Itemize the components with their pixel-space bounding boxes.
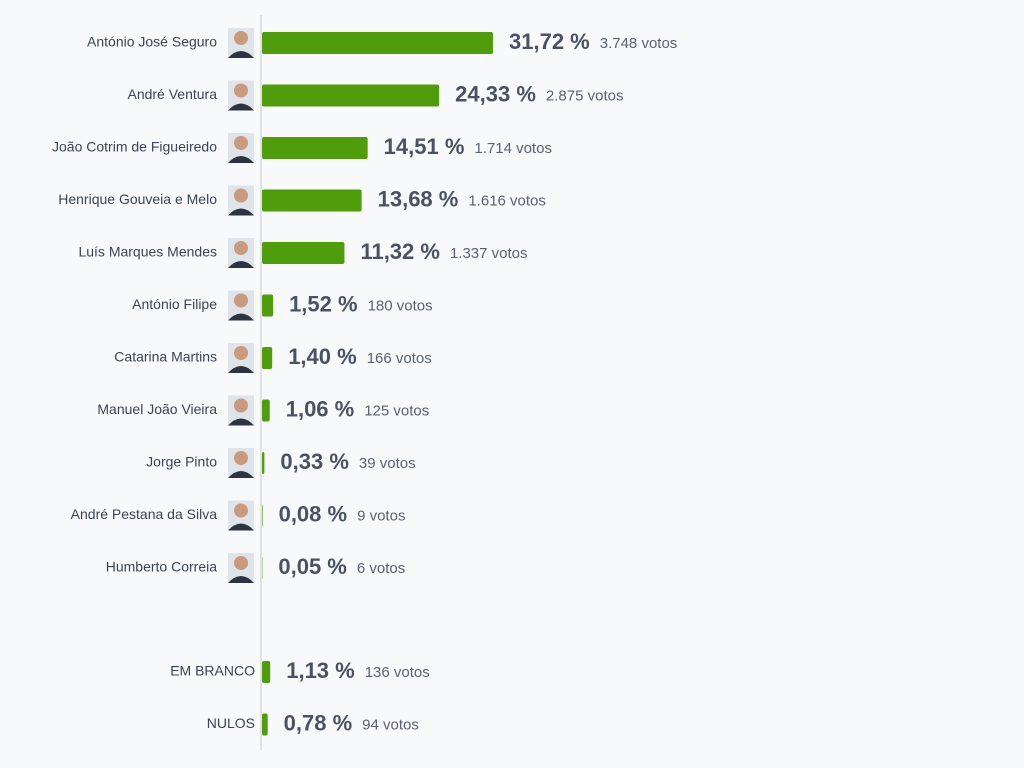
photo-body <box>228 523 254 531</box>
candidate-name: Henrique Gouveia e Melo <box>58 191 217 207</box>
candidate-name: Catarina Martins <box>114 349 217 365</box>
percent-label: 11,32 % <box>360 239 440 264</box>
votes-label: 166 votos <box>367 350 432 367</box>
votes-label: 125 votos <box>364 402 429 419</box>
bar <box>262 399 270 422</box>
candidate-photo <box>228 290 254 321</box>
votes-label: 9 votos <box>357 507 405 524</box>
candidate-name: Jorge Pinto <box>146 454 217 470</box>
photo-body <box>228 261 254 268</box>
photo-head <box>234 556 248 570</box>
candidate-photo <box>228 343 254 373</box>
photo-body <box>228 156 254 163</box>
candidate-photo <box>228 133 254 163</box>
candidate-name: NULOS <box>207 715 255 731</box>
votes-label: 2.875 votos <box>546 87 624 104</box>
percent-label: 0,08 % <box>279 501 348 526</box>
candidate-photo <box>228 500 254 531</box>
photo-body <box>228 208 254 216</box>
bar <box>262 84 440 107</box>
votes-label: 6 votos <box>357 560 405 577</box>
percent-label: 14,51 % <box>384 134 465 159</box>
candidate-name: André Ventura <box>127 86 217 102</box>
candidate-photo <box>228 80 254 111</box>
candidate-photo <box>228 28 254 58</box>
bar <box>262 713 268 736</box>
photo-head <box>234 398 248 413</box>
photo-head <box>234 451 248 465</box>
candidate-name: João Cotrim de Figueiredo <box>52 139 217 155</box>
photo-head <box>234 188 248 203</box>
votes-label: 1.616 votos <box>468 192 546 209</box>
photo-head <box>234 346 248 360</box>
bar <box>262 347 273 369</box>
candidate-name: Humberto Correia <box>106 559 217 575</box>
votes-label: 94 votos <box>362 716 419 733</box>
percent-label: 0,05 % <box>278 554 347 579</box>
photo-head <box>234 83 248 98</box>
photo-body <box>228 313 254 321</box>
bar <box>262 32 493 54</box>
bar <box>262 661 271 683</box>
photo-head <box>234 31 248 45</box>
bar <box>262 242 345 264</box>
photo-body <box>228 51 254 58</box>
percent-label: 31,72 % <box>509 29 590 54</box>
percent-label: 13,68 % <box>378 186 459 211</box>
photo-body <box>228 576 254 583</box>
photo-head <box>234 241 248 255</box>
photo-body <box>228 418 254 426</box>
photo-body <box>228 471 254 478</box>
percent-label: 1,06 % <box>286 396 355 421</box>
photo-body <box>228 366 254 373</box>
candidate-name: EM BRANCO <box>170 663 255 679</box>
votes-label: 1.714 votos <box>474 140 552 157</box>
photo-head <box>234 293 248 308</box>
bar <box>262 294 274 317</box>
votes-label: 39 votos <box>359 455 416 472</box>
candidate-photo <box>228 395 254 426</box>
percent-label: 1,40 % <box>288 344 357 369</box>
votes-label: 136 votos <box>365 664 430 681</box>
candidate-name: Manuel João Vieira <box>97 401 217 417</box>
bar <box>262 504 263 527</box>
bar <box>262 452 265 474</box>
votes-label: 1.337 votos <box>450 245 528 262</box>
candidate-photo <box>228 553 254 583</box>
candidate-name: Luís Marques Mendes <box>78 244 217 260</box>
percent-label: 0,33 % <box>280 449 349 474</box>
candidate-photo <box>228 185 254 216</box>
votes-label: 3.748 votos <box>600 35 678 52</box>
photo-head <box>234 136 248 150</box>
candidate-name: André Pestana da Silva <box>71 506 218 522</box>
candidate-name: António Filipe <box>132 296 217 312</box>
candidate-name: António José Seguro <box>87 34 217 50</box>
photo-head <box>234 503 248 518</box>
bar <box>262 189 362 212</box>
percent-label: 1,52 % <box>289 291 358 316</box>
percent-label: 24,33 % <box>455 81 536 106</box>
votes-label: 180 votos <box>368 297 433 314</box>
candidate-photo <box>228 448 254 478</box>
percent-label: 1,13 % <box>286 658 355 683</box>
photo-body <box>228 103 254 111</box>
percent-label: 0,78 % <box>284 710 353 735</box>
candidate-photo <box>228 238 254 268</box>
bar <box>262 137 368 159</box>
